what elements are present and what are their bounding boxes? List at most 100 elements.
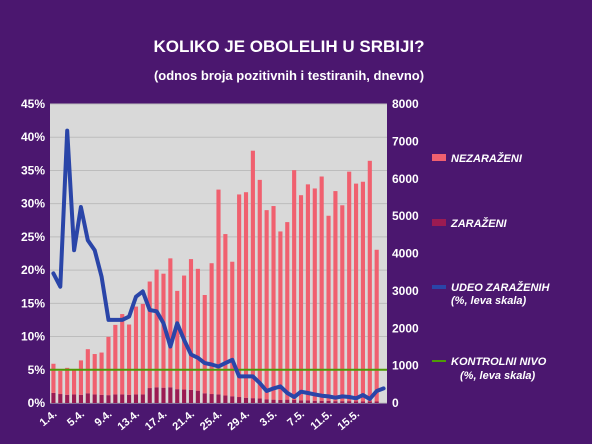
bar-nezarazeni <box>223 234 228 396</box>
bar-nezarazeni <box>140 303 145 395</box>
x-tick-label: 21.4. <box>170 408 196 433</box>
bar-zarazeni <box>72 394 77 403</box>
bar-nezarazeni <box>202 294 207 394</box>
x-tick-label: 25.4. <box>198 408 224 433</box>
left-tick-label: 25% <box>21 230 45 244</box>
bar-zarazeni <box>367 401 372 403</box>
bar-zarazeni <box>257 398 262 403</box>
left-axis-ticks: 0% 5% 10% 15% 20% 25% 30% 35% 40% 45% <box>21 97 45 410</box>
bar-zarazeni <box>99 394 104 403</box>
legend-label-nezarazeni: NEZARAŽENI <box>451 152 523 165</box>
bar-nezarazeni <box>168 258 173 388</box>
bar-nezarazeni <box>278 231 283 401</box>
bar-zarazeni <box>326 400 331 403</box>
bar-zarazeni <box>278 400 283 403</box>
bar-nezarazeni <box>113 324 118 395</box>
bar-zarazeni <box>168 387 173 403</box>
bar-nezarazeni <box>257 179 262 399</box>
right-tick-label: 3000 <box>392 284 419 298</box>
bar-zarazeni <box>85 393 90 403</box>
legend-sub-kontrolni: (%, leva skala) <box>460 370 536 382</box>
bar-zarazeni <box>250 398 255 403</box>
bar-nezarazeni <box>216 189 221 395</box>
bar-zarazeni <box>340 401 345 403</box>
x-tick-label: 1.4. <box>38 408 60 429</box>
bar-zarazeni <box>230 396 235 403</box>
bar-zarazeni <box>182 389 187 403</box>
bar-zarazeni <box>305 400 310 403</box>
bar-zarazeni <box>285 399 290 403</box>
lines-group <box>50 128 387 401</box>
right-tick-label: 2000 <box>392 321 419 335</box>
bar-zarazeni <box>147 388 152 403</box>
right-tick-label: 5000 <box>392 209 419 223</box>
legend-label-kontrolni: KONTROLNI NIVO <box>451 356 547 368</box>
bar-nezarazeni <box>92 354 97 395</box>
bar-nezarazeni <box>374 249 379 402</box>
bar-nezarazeni <box>340 205 345 402</box>
x-tick-label: 5.4. <box>65 408 87 429</box>
bar-nezarazeni <box>353 183 359 402</box>
bar-nezarazeni <box>237 194 242 398</box>
chart-title: KOLIKO JE OBOLELIH U SRBIJI? <box>153 37 424 56</box>
bar-zarazeni <box>188 389 194 403</box>
x-tick-label: 3.5. <box>258 408 280 429</box>
bar-nezarazeni <box>292 170 297 401</box>
left-tick-label: 35% <box>21 163 45 177</box>
bar-nezarazeni <box>127 324 132 395</box>
right-tick-label: 4000 <box>392 247 419 261</box>
bar-zarazeni <box>120 394 125 403</box>
bar-zarazeni <box>312 400 317 403</box>
bar-zarazeni <box>360 401 365 403</box>
right-tick-label: 0 <box>392 396 399 410</box>
bar-zarazeni <box>133 394 139 403</box>
bar-nezarazeni <box>195 268 200 391</box>
right-axis-ticks: 0 1000 2000 3000 4000 5000 6000 7000 8000 <box>392 97 419 410</box>
x-tick-label: 15.5. <box>336 408 362 433</box>
bar-nezarazeni <box>65 367 70 395</box>
bar-nezarazeni <box>312 188 317 401</box>
bar-nezarazeni <box>78 360 84 395</box>
bar-zarazeni <box>347 401 352 403</box>
legend-label-udeo: UDEO ZARAŽENIH <box>451 281 550 294</box>
bar-zarazeni <box>154 387 159 403</box>
bar-nezarazeni <box>99 352 104 395</box>
left-tick-label: 20% <box>21 263 45 277</box>
bar-zarazeni <box>298 400 304 403</box>
right-tick-label: 8000 <box>392 97 419 111</box>
bar-nezarazeni <box>106 336 111 396</box>
bar-nezarazeni <box>161 273 166 388</box>
x-tick-label: 7.5. <box>285 408 307 429</box>
legend: NEZARAŽENI ZARAŽENI UDEO ZARAŽENIH (%, l… <box>432 152 550 382</box>
bar-zarazeni <box>127 394 132 403</box>
bar-nezarazeni <box>298 195 304 401</box>
bar-zarazeni <box>175 389 180 403</box>
bar-nezarazeni <box>154 269 159 388</box>
bar-nezarazeni <box>182 275 187 390</box>
legend-swatch-zarazeni <box>432 219 446 226</box>
bar-nezarazeni <box>333 191 338 402</box>
left-tick-label: 0% <box>28 396 46 410</box>
x-tick-label: 29.4. <box>225 408 251 433</box>
bar-zarazeni <box>113 394 118 403</box>
left-tick-label: 45% <box>21 97 45 111</box>
legend-swatch-nezarazeni <box>432 154 446 161</box>
bar-nezarazeni <box>305 184 310 401</box>
bar-zarazeni <box>374 401 379 403</box>
right-tick-label: 1000 <box>392 359 419 373</box>
bar-zarazeni <box>92 394 97 403</box>
bar-nezarazeni <box>243 192 249 398</box>
bar-zarazeni <box>161 387 166 403</box>
bar-zarazeni <box>51 392 56 403</box>
bar-zarazeni <box>333 401 338 403</box>
bar-zarazeni <box>223 395 228 403</box>
bar-zarazeni <box>237 397 242 403</box>
bar-nezarazeni <box>250 150 255 399</box>
share-infected-line <box>51 128 386 401</box>
bar-zarazeni <box>195 390 200 403</box>
left-tick-label: 30% <box>21 197 45 211</box>
bar-zarazeni <box>209 394 214 403</box>
bar-nezarazeni <box>120 314 125 395</box>
x-tick-label: 17.4. <box>143 408 169 433</box>
bar-zarazeni <box>58 394 63 403</box>
